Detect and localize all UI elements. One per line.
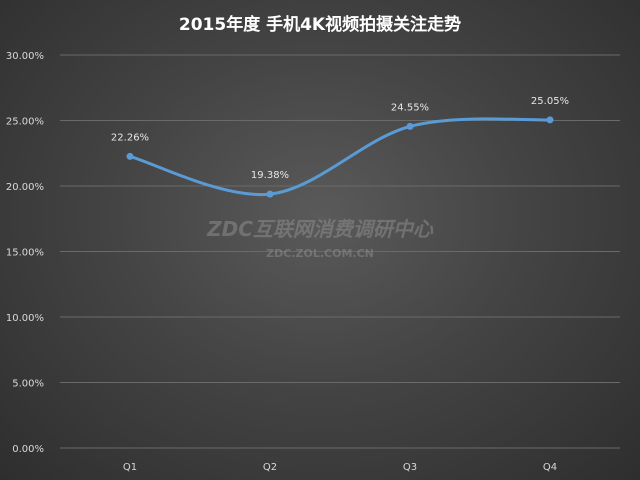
y-tick-label: 30.00% xyxy=(6,51,44,62)
chart-title: 2015年度 手机4K视频拍摄关注走势 xyxy=(179,14,461,35)
y-tick-label: 20.00% xyxy=(6,182,44,193)
y-tick-label: 5.00% xyxy=(12,379,44,390)
series-line xyxy=(128,117,552,197)
x-tick-label: Q3 xyxy=(403,462,417,473)
data-point xyxy=(406,122,414,130)
data-point xyxy=(546,116,554,124)
y-tick-label: 15.00% xyxy=(6,248,44,259)
watermark-text: ZDC互联网消费调研中心 xyxy=(206,217,434,241)
y-tick-label: 10.00% xyxy=(6,313,44,324)
y-axis: 0.00% 5.00% 10.00% 15.00% 20.00% 25.00% 30.00% xyxy=(6,51,44,455)
x-axis: Q1 Q2 Q3 Q4 xyxy=(123,462,557,473)
data-point xyxy=(126,152,134,160)
x-tick-label: Q2 xyxy=(263,462,277,473)
x-tick-label: Q4 xyxy=(543,462,557,473)
data-labels: 22.26% 19.38% 24.55% 25.05% xyxy=(111,96,569,181)
series-layer xyxy=(126,116,554,198)
x-tick-label: Q1 xyxy=(123,462,137,473)
watermark-url: ZDC.ZOL.COM.CN xyxy=(266,247,374,260)
y-tick-label: 0.00% xyxy=(12,444,44,455)
gridlines xyxy=(60,54,620,449)
y-tick-label: 25.00% xyxy=(6,117,44,128)
data-label: 22.26% xyxy=(111,132,149,143)
data-point xyxy=(266,190,274,198)
data-label: 24.55% xyxy=(391,102,429,113)
data-label: 25.05% xyxy=(531,96,569,107)
data-label: 19.38% xyxy=(251,170,289,181)
